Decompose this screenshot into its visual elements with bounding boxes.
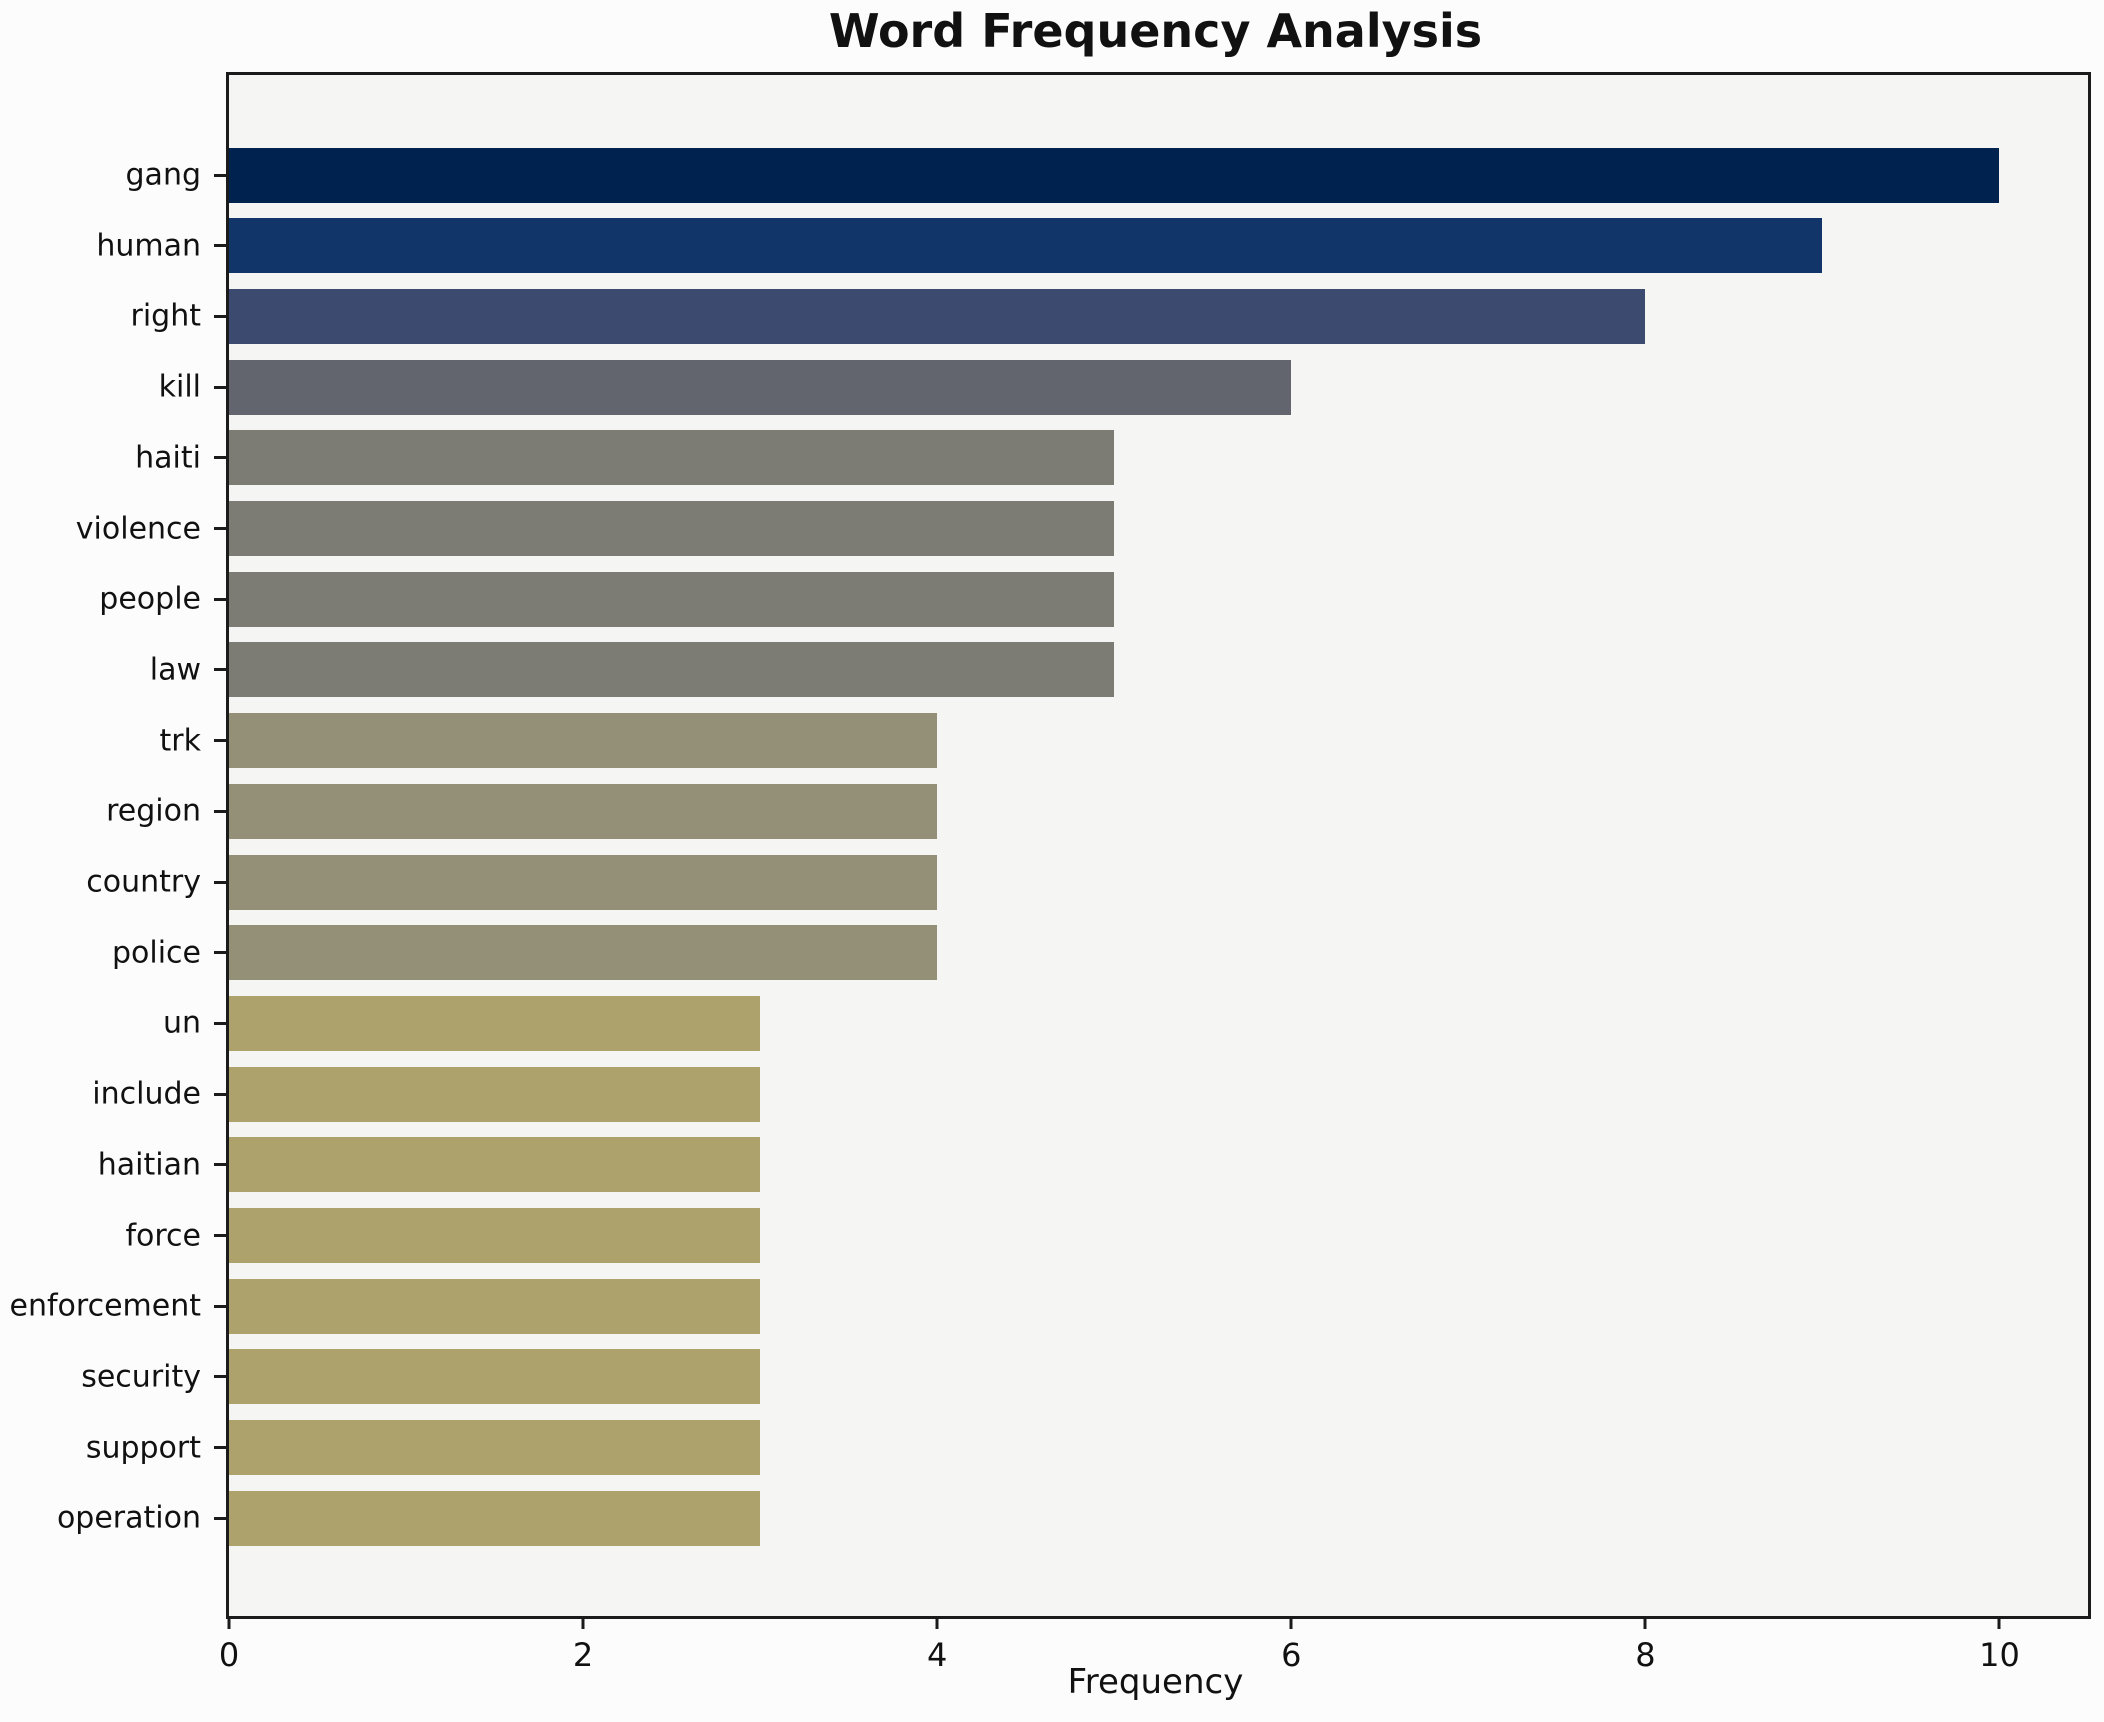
y-tick-mark	[214, 385, 226, 389]
x-tick-label-2: 2	[572, 1636, 594, 1674]
y-tick-label-violence: violence	[75, 511, 201, 546]
y-tick-label-operation: operation	[56, 1500, 201, 1536]
y-tick-label-human: human	[96, 228, 201, 264]
y-tick-mark	[214, 1092, 226, 1096]
y-tick-mark	[214, 951, 226, 955]
y-tick-mark	[214, 456, 226, 460]
bar-region	[229, 783, 938, 839]
chart-title: Word Frequency Analysis	[828, 4, 1483, 58]
y-tick-mark	[214, 1304, 226, 1308]
x-tick-mark	[581, 1616, 585, 1629]
bar-haitian	[229, 1137, 761, 1193]
bar-force	[229, 1208, 761, 1263]
bar-kill	[229, 359, 1292, 415]
x-tick-mark	[1643, 1616, 1647, 1629]
x-tick-mark	[1289, 1616, 1293, 1629]
y-tick-label-haitian: haitian	[97, 1147, 201, 1183]
y-tick-label-region: region	[106, 793, 201, 829]
bar-law	[229, 642, 1115, 698]
y-tick-mark	[214, 1446, 226, 1450]
y-tick-label-un: un	[162, 1005, 201, 1041]
x-tick-label-4: 4	[927, 1636, 948, 1674]
y-tick-label-country: country	[86, 864, 201, 900]
y-tick-label-enforcement: enforcement	[9, 1288, 201, 1324]
y-tick-mark	[214, 1516, 226, 1520]
y-tick-label-security: security	[81, 1359, 201, 1395]
bar-operation	[229, 1490, 761, 1546]
y-tick-label-support: support	[85, 1430, 201, 1466]
x-tick-label-10: 10	[1979, 1636, 2020, 1674]
bar-security	[229, 1349, 761, 1405]
y-tick-label-gang: gang	[125, 157, 201, 193]
bar-support	[229, 1420, 761, 1476]
bar-human	[229, 218, 1823, 274]
bar-violence	[229, 501, 1115, 556]
y-tick-label-kill: kill	[158, 369, 201, 405]
y-tick-label-include: include	[92, 1076, 201, 1112]
bar-right	[229, 288, 1646, 344]
x-tick-label-8: 8	[1635, 1636, 1656, 1674]
y-tick-mark	[214, 314, 226, 318]
y-tick-mark	[214, 739, 226, 743]
bar-country	[229, 854, 938, 910]
y-tick-mark	[214, 809, 226, 813]
bar-trk	[229, 713, 938, 769]
bar-enforcement	[229, 1278, 761, 1334]
bar-people	[229, 571, 1115, 627]
x-tick-label-0: 0	[218, 1636, 240, 1674]
y-tick-mark	[214, 1021, 226, 1025]
bar-gang	[229, 147, 2000, 203]
bar-include	[229, 1066, 761, 1122]
y-tick-mark	[214, 1163, 226, 1167]
y-tick-label-trk: trk	[159, 723, 201, 759]
y-tick-label-force: force	[125, 1218, 201, 1253]
x-tick-label-6: 6	[1281, 1636, 1302, 1674]
x-axis-label: Frequency	[1067, 1662, 1244, 1702]
bar-haiti	[229, 430, 1115, 486]
y-tick-mark	[214, 880, 226, 884]
bar-police	[229, 925, 938, 981]
y-tick-mark	[214, 244, 226, 248]
y-tick-label-people: people	[99, 581, 201, 617]
y-tick-mark	[214, 1375, 226, 1379]
y-tick-label-right: right	[130, 298, 202, 334]
plot-area: gang human right kill haiti violence people law…	[10, 72, 2091, 1674]
y-tick-label-police: police	[111, 935, 201, 971]
x-tick-mark	[227, 1616, 231, 1629]
y-tick-label-law: law	[149, 652, 201, 688]
y-tick-mark	[214, 527, 226, 530]
bar-un	[229, 995, 761, 1051]
x-tick-mark	[1997, 1616, 2001, 1629]
y-tick-mark	[214, 597, 226, 601]
y-tick-mark	[214, 1234, 226, 1237]
y-tick-mark	[214, 173, 226, 177]
y-tick-label-haiti: haiti	[135, 440, 201, 476]
y-tick-mark	[214, 668, 226, 672]
x-tick-mark	[935, 1616, 939, 1629]
